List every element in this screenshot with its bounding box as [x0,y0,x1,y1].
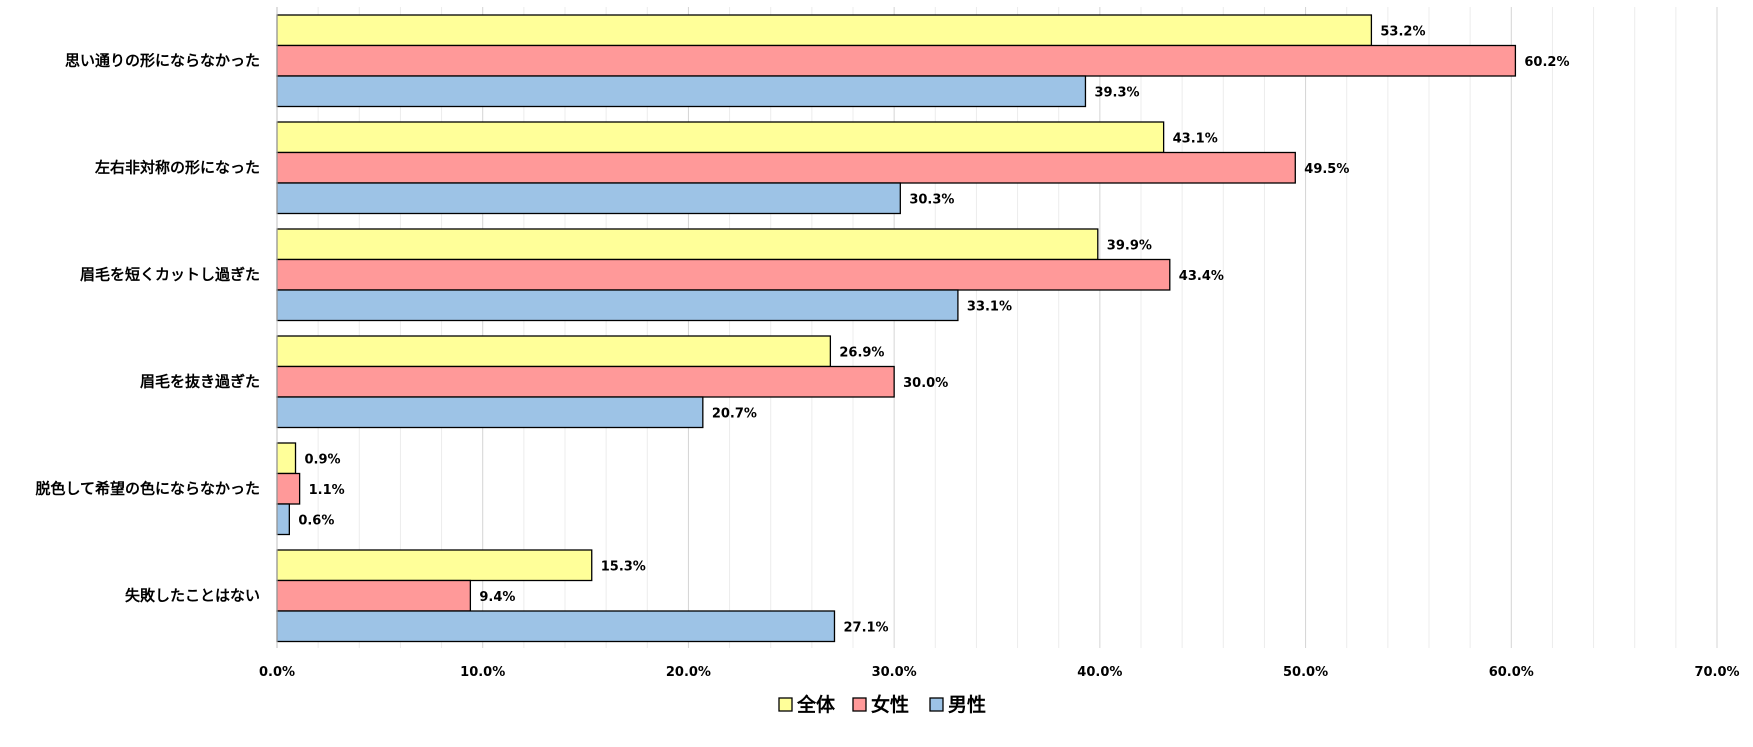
bar-男性-5 [276,610,836,643]
data-label: 26.9% [839,345,884,360]
data-label: 60.2% [1524,55,1569,70]
data-label: 43.4% [1179,269,1224,284]
x-tick-label: 20.0% [666,665,711,680]
data-label: 0.6% [298,513,334,528]
data-label: 15.3% [601,559,646,574]
data-label: 39.9% [1107,238,1152,253]
bar-女性-2 [276,258,1171,291]
data-label: 30.3% [909,192,954,207]
x-tick-label: 60.0% [1489,665,1534,680]
bar-男性-2 [276,289,959,322]
data-label: 33.1% [967,299,1012,314]
legend-swatch-1 [852,697,867,712]
bar-男性-1 [276,182,901,215]
data-label: 43.1% [1173,131,1218,146]
data-label: 39.3% [1094,85,1139,100]
data-label: 9.4% [479,590,515,605]
data-label: 53.2% [1380,24,1425,39]
data-label: 1.1% [309,483,345,498]
x-tick-label: 70.0% [1694,665,1739,680]
x-tick-label: 0.0% [259,665,295,680]
x-tick-label: 10.0% [460,665,505,680]
bar-全体-4 [276,442,297,475]
legend-label: 男性 [948,693,986,716]
x-tick-label: 50.0% [1283,665,1328,680]
bar-女性-1 [276,151,1296,184]
legend-swatch-0 [778,697,793,712]
x-tick-label: 40.0% [1077,665,1122,680]
bar-全体-5 [276,549,593,582]
bar-男性-4 [276,503,290,536]
data-label: 30.0% [903,376,948,391]
category-label: 眉毛を短くカットし過ぎた [80,266,260,284]
category-label: 脱色して希望の色にならなかった [35,480,260,498]
category-label: 思い通りの形にならなかった [65,52,260,70]
bar-全体-1 [276,121,1165,154]
category-label: 失敗したことはない [125,587,260,605]
bar-全体-3 [276,335,832,368]
x-tick-label: 30.0% [872,665,917,680]
bar-女性-3 [276,365,895,398]
bar-全体-2 [276,228,1099,261]
data-label: 49.5% [1304,162,1349,177]
data-label: 20.7% [712,406,757,421]
data-label: 27.1% [843,620,888,635]
bar-男性-3 [276,396,704,429]
labels: 53.2% 60.2% 39.3% 思い通りの形にならなかった 43.1% 49.5% 30… [35,24,1739,680]
category-label: 左右非対称の形になった [94,159,260,177]
bar-女性-4 [276,472,301,505]
legend-label: 全体 [796,693,836,716]
bar-全体-0 [276,14,1373,47]
legend: 全体 女性 男性 [778,693,986,716]
bar-女性-0 [276,44,1517,77]
bar-男性-0 [276,75,1087,108]
legend-label: 女性 [871,693,909,716]
grid-lines [317,7,1718,648]
bar-女性-5 [276,579,472,612]
bars [276,14,1517,643]
data-label: 0.9% [305,452,341,467]
category-label: 眉毛を抜き過ぎた [140,373,260,391]
legend-swatch-2 [929,697,944,712]
